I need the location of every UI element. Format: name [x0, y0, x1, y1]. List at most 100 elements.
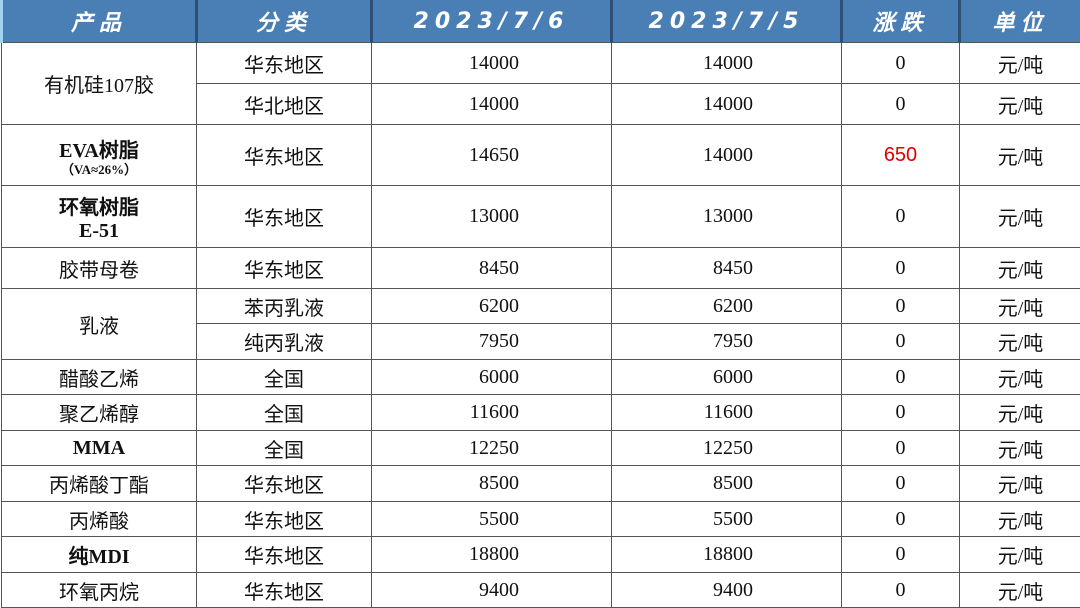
product-name: 丙烯酸丁酯 [49, 475, 149, 497]
table-row: 聚乙烯醇 全国 11600 11600 0 元/吨 [1, 394, 1080, 431]
change-cell: 0 [841, 501, 960, 537]
header-change: 涨跌 [840, 0, 961, 43]
price-date-2: 14000 [611, 42, 842, 84]
product-cell: 醋酸乙烯 [1, 359, 197, 395]
price-date-2: 5500 [611, 501, 842, 537]
price-date-2: 14000 [611, 124, 842, 186]
region-cell: 华东地区 [196, 536, 372, 573]
price-date-2: 7950 [611, 323, 842, 360]
table-row: 丙烯酸 华东地区 5500 5500 0 元/吨 [1, 501, 1080, 537]
product-name: 聚乙烯醇 [59, 404, 139, 426]
table-row: 环氧树脂 E-51 华东地区 13000 13000 0 元/吨 [1, 185, 1080, 248]
region-cell: 全国 [196, 359, 372, 395]
table-row: 有机硅107胶 华东地区 14000 14000 0 元/吨 [1, 42, 1080, 125]
price-date-1: 8450 [371, 247, 612, 289]
region-cell: 全国 [196, 430, 372, 466]
product-name: 胶带母卷 [59, 259, 139, 282]
product-cell: 环氧树脂 E-51 [1, 185, 197, 248]
price-date-2: 8500 [611, 465, 842, 502]
price-date-2: 18800 [611, 536, 842, 573]
region-cell: 华东地区 [196, 185, 372, 248]
table-row: 胶带母卷 华东地区 8450 8450 0 元/吨 [1, 247, 1080, 289]
product-name: 环氧丙烷 [59, 581, 139, 604]
price-date-1: 7950 [371, 323, 612, 360]
price-date-2: 9400 [611, 572, 842, 608]
price-date-2: 8450 [611, 247, 842, 289]
header-date-2: 2023/7/5 [610, 0, 843, 43]
product-name: 醋酸乙烯 [59, 368, 139, 391]
table-row: MMA 全国 12250 12250 0 元/吨 [1, 430, 1080, 466]
table-row: 纯MDI 华东地区 18800 18800 0 元/吨 [1, 536, 1080, 573]
region-cell: 苯丙乳液 [196, 288, 372, 324]
product-cell: 纯MDI [1, 536, 197, 573]
unit-cell: 元/吨 [959, 124, 1080, 186]
product-sub: （VA≈26%） [60, 161, 138, 177]
price-date-1: 13000 [371, 185, 612, 248]
price-date-1: 14650 [371, 124, 612, 186]
table-row: EVA树脂 （VA≈26%） 华东地区 14650 14000 650 元/吨 [1, 124, 1080, 186]
table-row: 华北地区 14000 14000 0 元/吨 [2, 83, 1080, 125]
change-cell: 0 [841, 323, 960, 360]
unit-cell: 元/吨 [959, 536, 1080, 573]
table-row: 环氧丙烷 华东地区 9400 9400 0 元/吨 [1, 572, 1080, 608]
price-date-1: 6200 [371, 288, 612, 324]
region-cell: 华东地区 [196, 501, 372, 537]
price-date-1: 6000 [371, 359, 612, 395]
header-row: 产品 分类 2023/7/6 2023/7/5 涨跌 单位 [0, 0, 1080, 43]
unit-cell: 元/吨 [959, 430, 1080, 466]
price-date-1: 5500 [371, 501, 612, 537]
region-cell: 华东地区 [196, 247, 372, 289]
header-category: 分类 [195, 0, 373, 43]
table-row: 醋酸乙烯 全国 6000 6000 0 元/吨 [1, 359, 1080, 395]
price-date-2: 11600 [611, 394, 842, 431]
price-date-2: 6200 [611, 288, 842, 324]
product-cell: 有机硅107胶 [1, 42, 197, 125]
price-date-1: 9400 [371, 572, 612, 608]
region-cell: 华东地区 [196, 465, 372, 502]
region-cell: 华北地区 [196, 83, 372, 125]
table-row: 乳液 苯丙乳液 6200 6200 0 元/吨 [1, 288, 1080, 360]
change-cell: 0 [841, 42, 960, 84]
change-cell: 0 [841, 394, 960, 431]
product-cell: EVA树脂 （VA≈26%） [1, 124, 197, 186]
unit-cell: 元/吨 [959, 359, 1080, 395]
change-cell: 0 [841, 536, 960, 573]
change-cell: 650 [841, 124, 960, 186]
unit-cell: 元/吨 [959, 465, 1080, 502]
price-date-2: 14000 [611, 83, 842, 125]
region-cell: 全国 [196, 394, 372, 431]
product-name: 环氧树脂 [59, 196, 139, 219]
change-cell: 0 [841, 572, 960, 608]
price-date-1: 14000 [371, 42, 612, 84]
header-date-1: 2023/7/6 [370, 0, 613, 43]
region-cell: 华东地区 [196, 124, 372, 186]
product-name: MMA [72, 436, 126, 459]
header-product: 产品 [0, 0, 198, 43]
product-cell: 胶带母卷 [1, 247, 197, 289]
price-date-1: 14000 [371, 83, 612, 125]
region-cell: 华东地区 [196, 572, 372, 608]
unit-cell: 元/吨 [959, 323, 1080, 360]
unit-cell: 元/吨 [959, 185, 1080, 248]
price-date-1: 11600 [371, 394, 612, 431]
price-date-2: 12250 [611, 430, 842, 466]
change-cell: 0 [841, 247, 960, 289]
header-unit: 单位 [958, 0, 1080, 43]
product-sub: E-51 [79, 219, 119, 242]
unit-cell: 元/吨 [959, 288, 1080, 324]
price-date-2: 13000 [611, 185, 842, 248]
price-date-1: 12250 [371, 430, 612, 466]
change-cell: 0 [841, 83, 960, 125]
product-name: EVA树脂 [59, 139, 139, 162]
change-cell: 0 [841, 185, 960, 248]
price-date-1: 8500 [371, 465, 612, 502]
unit-cell: 元/吨 [959, 572, 1080, 608]
region-cell: 纯丙乳液 [196, 323, 372, 360]
unit-cell: 元/吨 [959, 42, 1080, 84]
price-date-2: 6000 [611, 359, 842, 395]
change-cell: 0 [841, 288, 960, 324]
change-cell: 0 [841, 359, 960, 395]
product-cell: MMA [1, 430, 197, 466]
product-cell: 聚乙烯醇 [1, 394, 197, 431]
product-name: 有机硅107胶 [44, 75, 154, 97]
